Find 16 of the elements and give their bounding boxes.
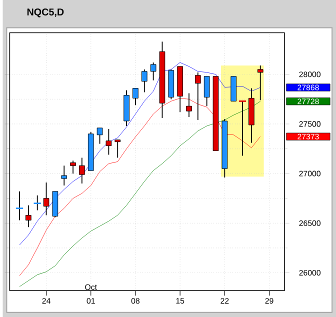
- candlestick: [186, 92, 192, 118]
- candlestick: [194, 72, 201, 120]
- candlestick: [150, 62, 156, 81]
- candlestick: [204, 76, 210, 106]
- candlestick: [141, 68, 148, 92]
- chart-title: NQC5,D: [27, 8, 64, 18]
- candlestick: [70, 160, 76, 174]
- candlestick: [96, 127, 103, 144]
- candlestick: [257, 64, 264, 100]
- candlestick: [43, 182, 50, 216]
- candlestick: [114, 139, 121, 158]
- candlestick: [25, 204, 32, 228]
- candlestick: [106, 128, 112, 155]
- candlestick: [132, 88, 138, 106]
- candlestick: [61, 165, 68, 186]
- candlestick: [79, 157, 85, 184]
